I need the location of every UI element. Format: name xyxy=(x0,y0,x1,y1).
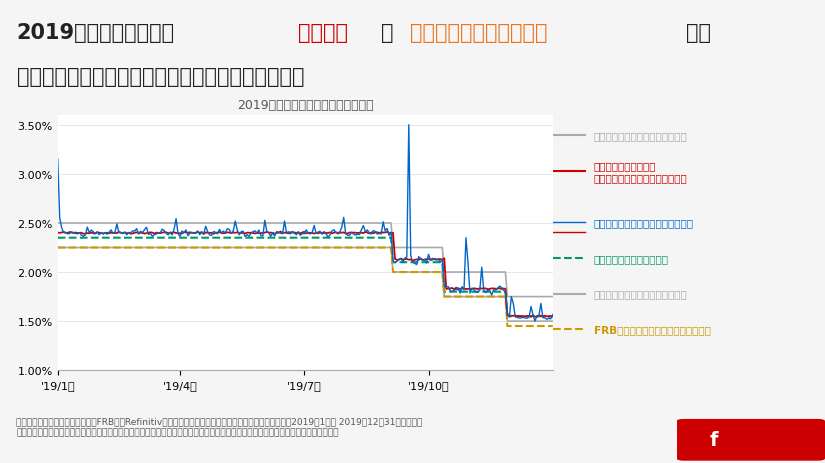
Text: （出所）米連邦準備制度理事会（FRB）、Refinitiv、フィデリティ・インスティテュート。（注）期間：2019年1月～ 2019年12月31日。日次。
あら: （出所）米連邦準備制度理事会（FRB）、Refinitiv、フィデリティ・インス… xyxy=(16,417,422,436)
Text: 上昇圧力が生じ、同年秋にはこれらの金利が急騰。: 上昇圧力が生じ、同年秋にはこれらの金利が急騰。 xyxy=(16,67,304,87)
Text: FRBのリバース・レポ金利（翌日物）: FRBのリバース・レポ金利（翌日物） xyxy=(593,325,710,335)
Text: フェデラルファンド金利誘導下限: フェデラルファンド金利誘導下限 xyxy=(593,289,687,299)
FancyBboxPatch shape xyxy=(676,419,825,461)
Text: 無担保翌日物調達金利
（実効フェデラルファンド金利）: 無担保翌日物調達金利 （実効フェデラルファンド金利） xyxy=(593,161,687,182)
Text: Fidelity
INTERNATIONAL: Fidelity INTERNATIONAL xyxy=(742,430,804,450)
Text: 有担保翌日物調達金利（レポ金利）: 有担保翌日物調達金利（レポ金利） xyxy=(593,218,694,228)
Text: と: と xyxy=(381,23,394,43)
Text: には: には xyxy=(686,23,711,43)
Text: f: f xyxy=(710,431,718,449)
Text: フェデラルファンド金利: フェデラルファンド金利 xyxy=(410,23,548,43)
Text: 市中銀行準備預金付利金利: 市中銀行準備預金付利金利 xyxy=(593,253,668,263)
Text: フェデラルファンド金利誘導上限: フェデラルファンド金利誘導上限 xyxy=(593,131,687,141)
Text: レポ金利: レポ金利 xyxy=(298,23,347,43)
Title: 2019年の翌日物資金貸借市場の金利: 2019年の翌日物資金貸借市場の金利 xyxy=(237,99,374,112)
Text: 2019年の前半を通じ、: 2019年の前半を通じ、 xyxy=(16,23,175,43)
